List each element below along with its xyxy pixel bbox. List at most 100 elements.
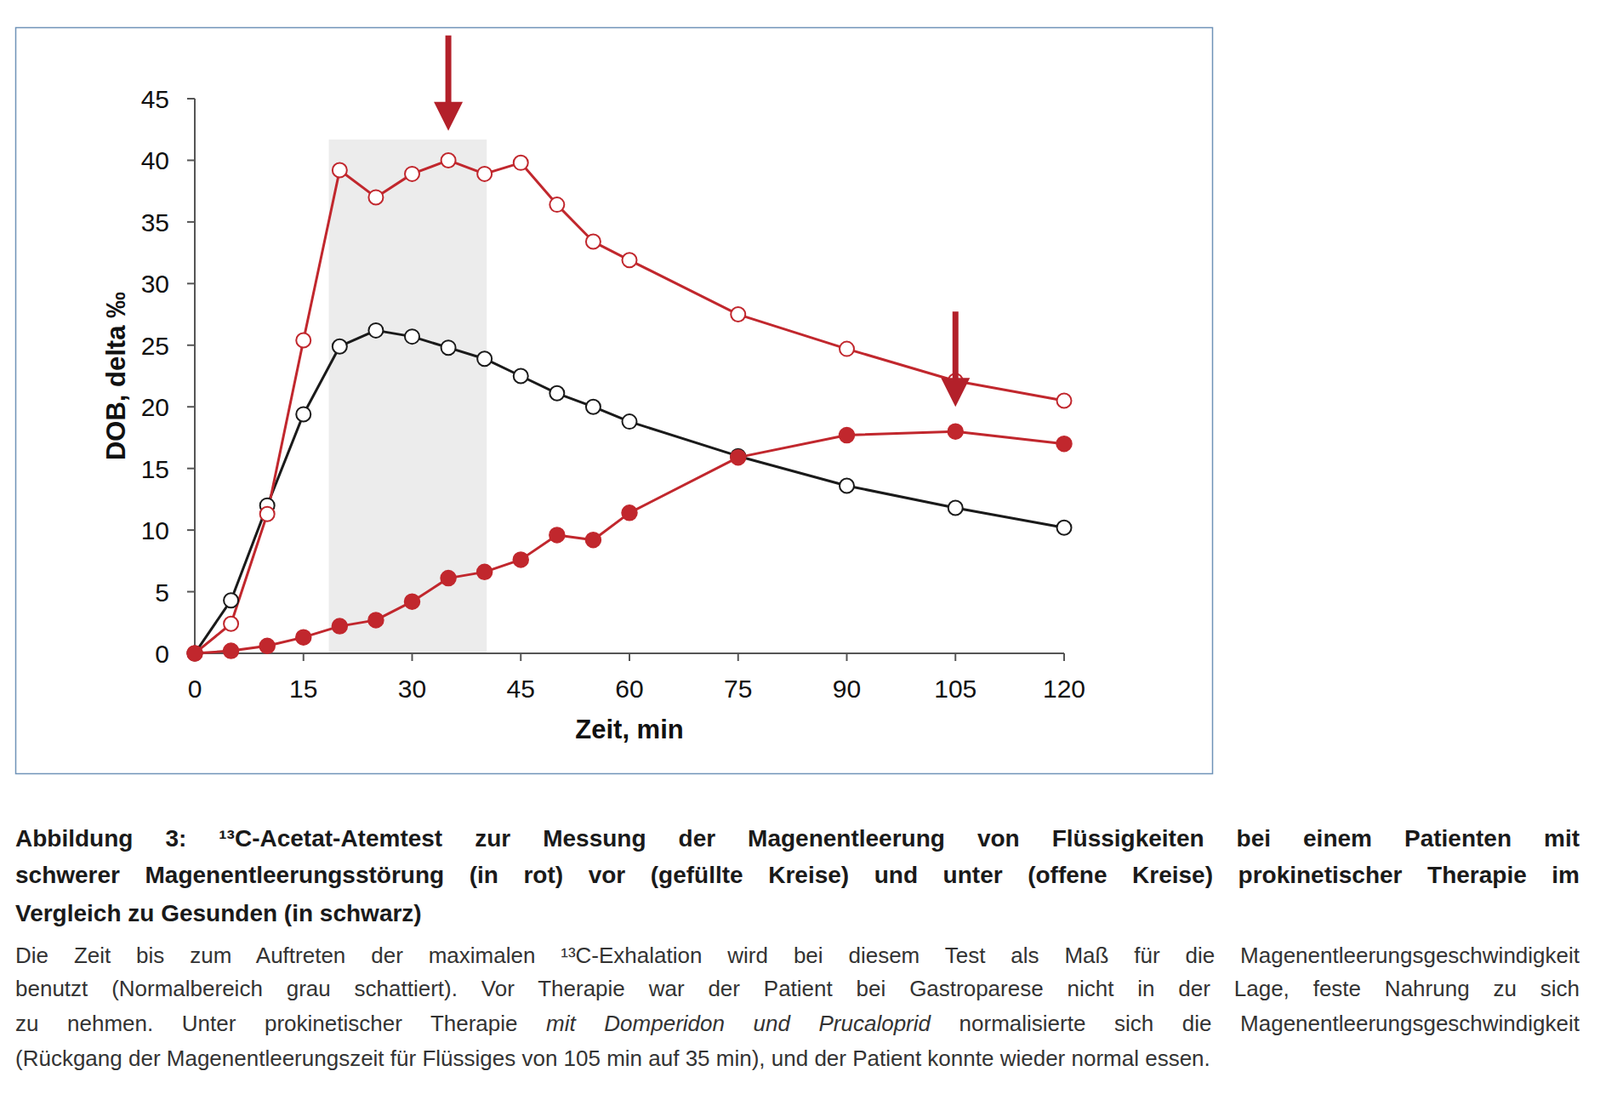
x-tick-label: 105 [933, 674, 977, 703]
data-point [947, 423, 963, 439]
plot-data [187, 153, 1072, 661]
x-tick-label: 60 [614, 674, 644, 703]
y-tick [187, 405, 195, 408]
x-tick-label: 120 [1042, 674, 1086, 703]
data-point [404, 166, 420, 182]
data-point [223, 616, 239, 632]
y-tick-label: 10 [141, 516, 170, 545]
x-tick [302, 653, 305, 661]
caption-body-line: Die Zeit bis zum Auftreten der maximalen… [15, 938, 1580, 973]
data-point [441, 153, 456, 168]
data-point [404, 593, 421, 610]
caption-text: (Rückgang der Magenentleerungszeit für F… [15, 1045, 1211, 1071]
annotation-arrow [940, 311, 970, 407]
y-tick-label: 25 [141, 331, 170, 360]
arrow-head [940, 377, 970, 407]
caption-text: Die Zeit bis zum Auftreten der maximalen… [15, 942, 1580, 968]
arrow-head [433, 102, 463, 131]
caption-body-line: (Rückgang der Magenentleerungszeit für F… [15, 1041, 1580, 1076]
caption-text: benutzt (Normalbereich grau schattiert).… [15, 975, 1580, 1002]
data-point [586, 399, 601, 415]
caption-text: schwerer Magenentleerungsstörung (in rot… [15, 861, 1580, 889]
x-axis-title: Zeit, min [575, 714, 684, 745]
y-tick [187, 221, 195, 223]
data-point [730, 449, 746, 466]
x-tick-label: 30 [398, 674, 427, 703]
caption-title-line: Vergleich zu Gesunden (in schwarz) [15, 896, 1580, 931]
data-point [332, 163, 348, 178]
data-point [331, 618, 348, 634]
y-tick [187, 282, 195, 285]
caption-segment: Die Zeit bis zum Auftreten der maximalen… [15, 942, 1580, 968]
x-tick [411, 653, 414, 661]
data-point [948, 501, 963, 516]
data-point [368, 323, 383, 338]
caption-text: zu nehmen. Unter prokinetischer Therapie… [15, 1010, 1580, 1037]
y-tick-label: 20 [141, 392, 170, 422]
caption-segment: benutzt (Normalbereich grau schattiert).… [15, 975, 1580, 1002]
data-point [1057, 392, 1072, 408]
y-tick-label: 30 [141, 269, 170, 298]
caption-text: Vergleich zu Gesunden (in schwarz) [15, 899, 422, 927]
x-tick-label: 15 [289, 674, 318, 703]
data-point [477, 166, 492, 182]
y-tick [187, 159, 195, 161]
x-tick [628, 653, 631, 661]
caption-title-line: Abbildung 3: ¹³C-Acetat-Atemtest zur Mes… [15, 821, 1580, 856]
data-point [187, 646, 203, 661]
figure-frame [16, 28, 1213, 775]
caption-segment: zu nehmen. Unter prokinetischer Therapie [15, 1010, 547, 1037]
caption-body-line: zu nehmen. Unter prokinetischer Therapie… [15, 1006, 1580, 1041]
data-point [404, 329, 420, 344]
caption-segment: normalisierte sich die Magenentleerungsg… [930, 1010, 1580, 1037]
arrow-shaft [445, 35, 452, 104]
chart: 0510152025303540450153045607590105120Zei… [0, 0, 1600, 817]
data-point [1056, 436, 1072, 452]
data-point [549, 197, 564, 212]
data-point [296, 406, 311, 422]
data-point [586, 234, 601, 250]
y-tick-label: 40 [141, 146, 170, 175]
data-point [332, 339, 348, 354]
x-tick [954, 653, 957, 661]
data-point [839, 341, 855, 357]
series-line [194, 159, 1065, 654]
y-tick [187, 467, 195, 470]
y-axis-title: DOB, delta ‰ [101, 291, 131, 461]
series-line [194, 330, 1065, 654]
data-point [441, 340, 456, 355]
data-point [187, 645, 203, 661]
data-point [223, 592, 239, 608]
x-tick [737, 653, 740, 661]
data-point [512, 552, 529, 568]
series-line [194, 431, 1065, 654]
caption-title-line: schwerer Magenentleerungsstörung (in rot… [15, 858, 1580, 893]
y-tick [187, 591, 195, 593]
arrow-shaft [952, 311, 959, 380]
data-point [549, 527, 565, 543]
y-tick-label: 0 [154, 639, 170, 668]
data-point [1057, 520, 1072, 536]
x-tick [846, 653, 849, 661]
data-point [260, 506, 275, 522]
caption-segment: (Rückgang der Magenentleerungszeit für F… [15, 1045, 1211, 1071]
caption-body-line: benutzt (Normalbereich grau schattiert).… [15, 971, 1580, 1006]
x-tick-label: 75 [723, 674, 752, 703]
data-point [368, 189, 383, 205]
data-point [513, 155, 529, 171]
caption-text: Abbildung 3: ¹³C-Acetat-Atemtest zur Mes… [15, 825, 1580, 852]
data-point [513, 369, 529, 384]
y-tick-label: 15 [141, 455, 170, 484]
data-point [549, 386, 564, 401]
data-point [259, 637, 275, 654]
data-point [477, 563, 493, 580]
data-point [585, 532, 601, 548]
data-point [839, 478, 855, 493]
x-tick-label: 90 [832, 674, 861, 703]
caption-segment: mit Domperidon und Prucaloprid [546, 1010, 931, 1037]
x-tick [1063, 653, 1065, 661]
y-tick-label: 45 [141, 85, 170, 114]
data-point [839, 427, 855, 444]
annotation-arrow [433, 35, 463, 131]
data-point [187, 646, 203, 661]
